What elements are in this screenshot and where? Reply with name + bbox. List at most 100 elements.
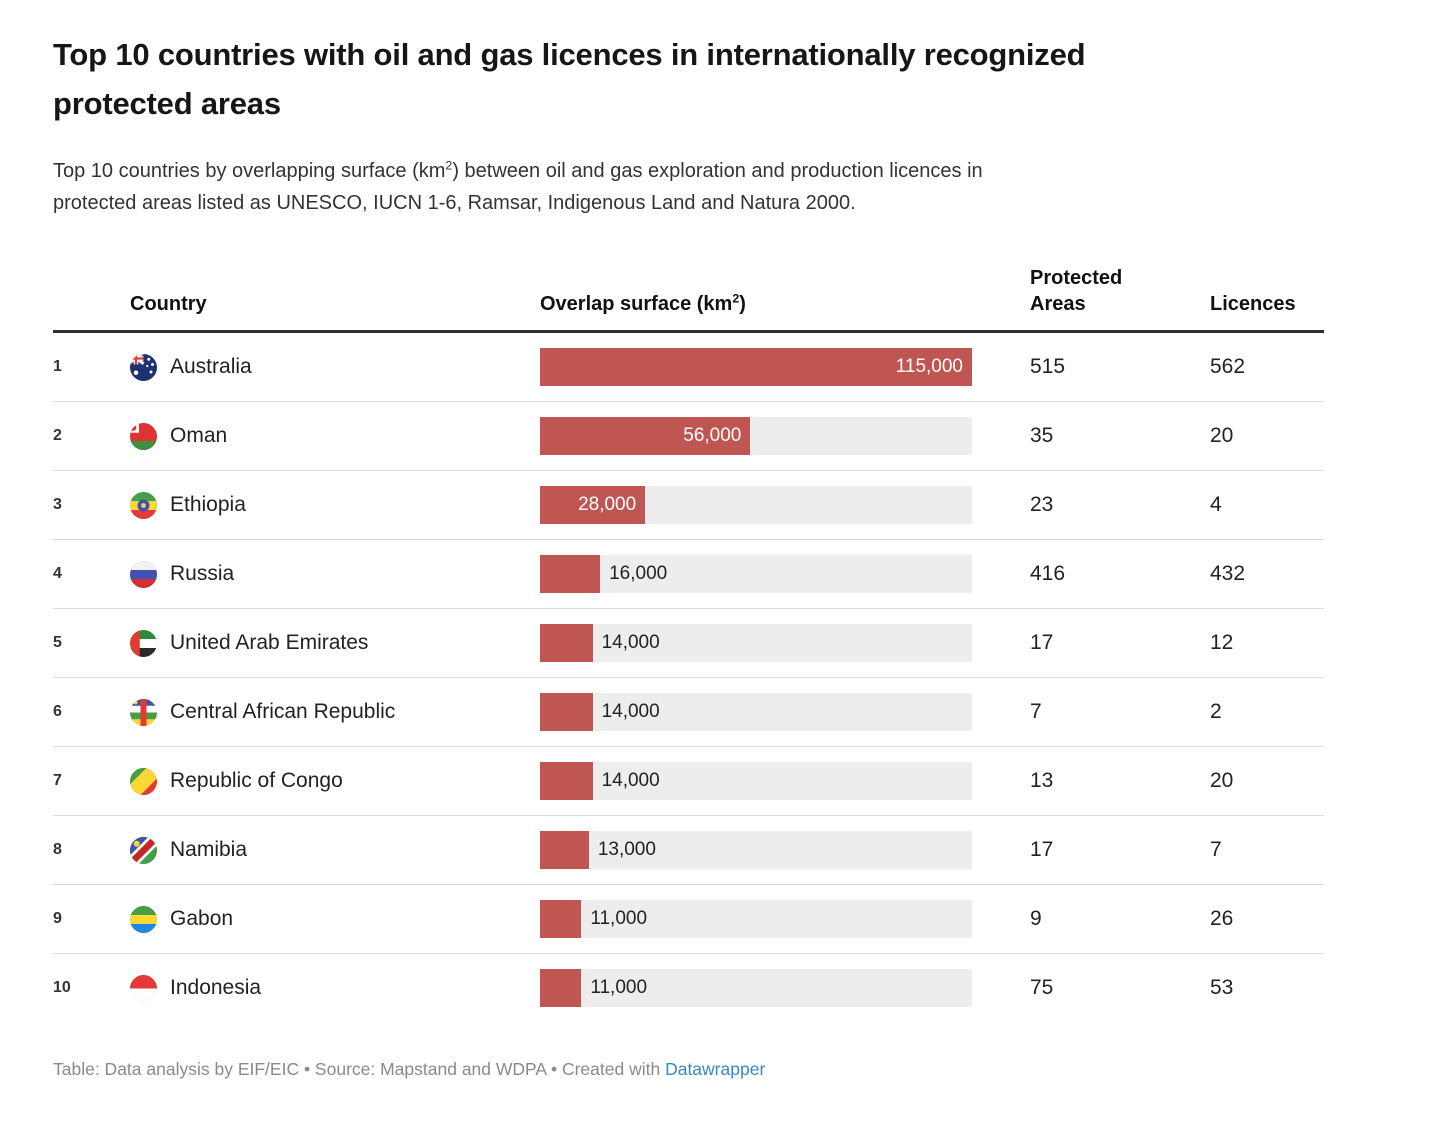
country-cell: Oman	[130, 422, 540, 450]
licences-value: 432	[1210, 562, 1246, 585]
flag-congo-icon	[130, 767, 157, 795]
overlap-value: 28,000	[578, 494, 637, 515]
overlap-bar	[540, 348, 972, 386]
table-row: 4 Russia 16,000 416 432	[53, 539, 1324, 608]
row-rank: 9	[53, 910, 62, 927]
overlap-bar	[540, 486, 646, 524]
overlap-value: 14,000	[601, 770, 660, 791]
overlap-bar	[540, 417, 751, 455]
protected-areas-value: 515	[1030, 355, 1066, 378]
row-rank: 8	[53, 841, 62, 858]
overlap-cell: 13,000	[540, 831, 1030, 869]
overlap-bar	[540, 762, 593, 800]
overlap-bar-track: 11,000	[540, 969, 972, 1007]
flag-ethiopia-icon	[130, 491, 157, 519]
flag-australia-icon	[130, 353, 157, 381]
country-name: Republic of Congo	[170, 769, 343, 792]
table-row: 1 Australia 115,000 515 562	[53, 333, 1324, 401]
country-cell: United Arab Emirates	[130, 629, 540, 657]
overlap-value: 14,000	[601, 701, 660, 722]
country-cell: Central African Republic	[130, 698, 540, 726]
table-row: 6 Central African Republic 14,000 7 2	[53, 677, 1324, 746]
country-name: Ethiopia	[170, 493, 246, 516]
overlap-value: 14,000	[601, 632, 660, 653]
country-cell: Ethiopia	[130, 491, 540, 519]
overlap-cell: 14,000	[540, 624, 1030, 662]
country-cell: Australia	[130, 353, 540, 381]
table-row: 8 Namibia 13,000 17 7	[53, 815, 1324, 884]
data-table: Country Overlap surface (km2) Protected A…	[53, 265, 1324, 1022]
overlap-bar	[540, 693, 593, 731]
licences-value: 2	[1210, 700, 1222, 723]
country-name: Russia	[170, 562, 235, 585]
overlap-value: 115,000	[895, 356, 963, 377]
row-rank: 7	[53, 772, 62, 789]
flag-uae-icon	[130, 629, 157, 657]
flag-indonesia-icon	[130, 974, 157, 1002]
protected-areas-value: 9	[1030, 907, 1042, 930]
licences-value: 20	[1210, 424, 1234, 447]
overlap-bar	[540, 900, 582, 938]
overlap-value: 13,000	[597, 839, 656, 860]
datawrapper-link[interactable]: Datawrapper	[665, 1059, 766, 1079]
protected-areas-value: 13	[1030, 769, 1054, 792]
protected-areas-value: 7	[1030, 700, 1042, 723]
overlap-value: 56,000	[683, 425, 742, 446]
flag-russia-icon	[130, 560, 157, 588]
country-name: Australia	[170, 355, 252, 378]
overlap-value: 16,000	[609, 563, 668, 584]
row-rank: 6	[53, 703, 62, 720]
protected-areas-value: 416	[1030, 562, 1066, 585]
chart-description: Top 10 countries by overlapping surface …	[53, 158, 983, 214]
protected-areas-value: 75	[1030, 976, 1054, 999]
country-name: Oman	[170, 424, 228, 447]
protected-areas-value: 35	[1030, 424, 1054, 447]
table-row: 3 Ethiopia 28,000 23 4	[53, 470, 1324, 539]
country-name: Central African Republic	[170, 700, 396, 723]
row-rank: 4	[53, 565, 62, 582]
row-rank: 5	[53, 634, 62, 651]
flag-car-icon	[130, 698, 157, 726]
header-country: Country	[130, 293, 207, 315]
header-overlap-surface: Overlap surface (km2)	[540, 291, 746, 315]
licences-value: 12	[1210, 631, 1234, 654]
table-row: 10 Indonesia 11,000 75 53	[53, 953, 1324, 1022]
overlap-cell: 56,000	[540, 417, 1030, 455]
overlap-cell: 16,000	[540, 555, 1030, 593]
flag-oman-icon	[130, 422, 157, 450]
superscript-2: 2	[732, 291, 740, 306]
overlap-cell: 11,000	[540, 969, 1030, 1007]
row-rank: 3	[53, 496, 62, 513]
footer-attribution: Table: Data analysis by EIF/EIC • Source…	[53, 1059, 1324, 1080]
flag-namibia-icon	[130, 836, 157, 864]
overlap-value: 11,000	[590, 977, 648, 998]
table-row: 9 Gabon 11,000 9 26	[53, 884, 1324, 953]
country-cell: Russia	[130, 560, 540, 588]
licences-value: 562	[1210, 355, 1246, 378]
flag-gabon-icon	[130, 905, 157, 933]
overlap-cell: 115,000	[540, 348, 1030, 386]
licences-value: 20	[1210, 769, 1234, 792]
overlap-bar-track: 14,000	[540, 693, 972, 731]
overlap-bar-track: 56,000	[540, 417, 972, 455]
country-cell: Namibia	[130, 836, 540, 864]
protected-areas-value: 17	[1030, 631, 1054, 654]
protected-areas-value: 17	[1030, 838, 1054, 861]
row-rank: 10	[53, 979, 71, 996]
licences-value: 7	[1210, 838, 1222, 861]
overlap-bar-track: 28,000	[540, 486, 972, 524]
overlap-bar-track: 115,000	[540, 348, 972, 386]
overlap-bar	[540, 624, 593, 662]
protected-areas-value: 23	[1030, 493, 1054, 516]
country-name: Indonesia	[170, 976, 262, 999]
overlap-cell: 11,000	[540, 900, 1030, 938]
overlap-bar-track: 16,000	[540, 555, 972, 593]
overlap-cell: 28,000	[540, 486, 1030, 524]
licences-value: 53	[1210, 976, 1234, 999]
table-row: 7 Republic of Congo 14,000 13 20	[53, 746, 1324, 815]
table-body: 1 Australia 115,000 515 562 2 Oman 56,00…	[53, 333, 1324, 1022]
row-rank: 2	[53, 427, 62, 444]
table-row: 2 Oman 56,000 35 20	[53, 401, 1324, 470]
country-name: Namibia	[170, 838, 248, 861]
overlap-bar-track: 11,000	[540, 900, 972, 938]
